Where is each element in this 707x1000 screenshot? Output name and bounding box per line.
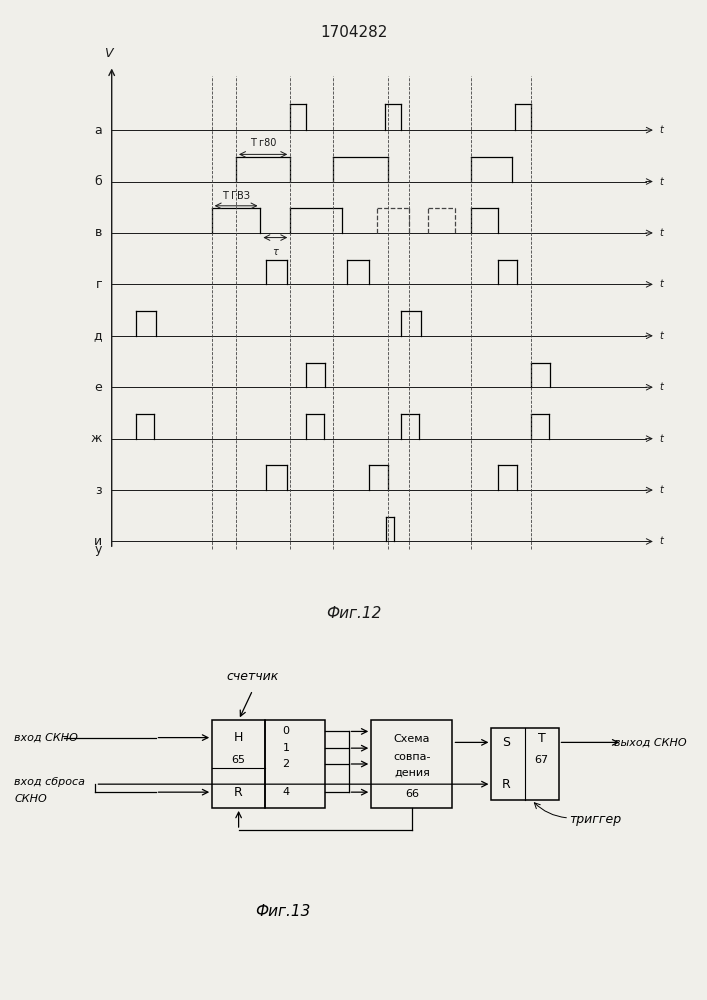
Text: t: t xyxy=(659,485,662,495)
Bar xyxy=(491,728,559,800)
Bar xyxy=(371,720,452,808)
Text: в: в xyxy=(95,226,103,239)
Text: t: t xyxy=(659,434,662,444)
Text: и: и xyxy=(94,535,103,548)
Text: R: R xyxy=(234,786,243,799)
Text: Фиг.13: Фиг.13 xyxy=(255,904,310,920)
Text: вход сброса: вход сброса xyxy=(14,777,85,787)
Text: СКНО: СКНО xyxy=(14,794,47,804)
Text: 1: 1 xyxy=(283,743,290,753)
Text: V: V xyxy=(104,47,113,60)
Text: Фиг.12: Фиг.12 xyxy=(326,606,381,621)
Text: 0: 0 xyxy=(283,726,290,736)
Text: t: t xyxy=(659,177,662,187)
Text: 66: 66 xyxy=(405,789,419,799)
Text: Т ГВЗ: Т ГВЗ xyxy=(222,191,250,201)
Text: 2: 2 xyxy=(283,759,290,769)
Text: б: б xyxy=(95,175,103,188)
Text: Т г80: Т г80 xyxy=(250,138,276,148)
Text: 4: 4 xyxy=(283,787,290,797)
Text: 67: 67 xyxy=(534,755,549,765)
Text: t: t xyxy=(659,228,662,238)
Text: t: t xyxy=(659,536,662,546)
Text: t: t xyxy=(659,279,662,289)
Text: t: t xyxy=(659,331,662,341)
Text: счетчик: счетчик xyxy=(227,670,279,682)
Text: з: з xyxy=(95,484,103,497)
Text: R: R xyxy=(502,778,510,791)
Text: вход СКНО: вход СКНО xyxy=(14,733,78,743)
Text: г: г xyxy=(95,278,103,291)
Bar xyxy=(265,720,325,808)
Text: а: а xyxy=(95,124,103,137)
Text: триггер: триггер xyxy=(569,814,621,826)
Text: дения: дения xyxy=(394,768,430,778)
Text: τ: τ xyxy=(272,247,279,257)
Text: совпа-: совпа- xyxy=(393,752,431,762)
Text: Схема: Схема xyxy=(394,734,430,744)
Text: T: T xyxy=(538,732,546,745)
Text: H: H xyxy=(234,731,243,744)
Text: е: е xyxy=(95,381,103,394)
Text: ж: ж xyxy=(90,432,103,445)
Text: выход СКНО: выход СКНО xyxy=(614,737,686,747)
Text: у: у xyxy=(95,543,103,556)
Text: д: д xyxy=(93,329,103,342)
Text: S: S xyxy=(502,736,510,749)
Bar xyxy=(212,720,265,808)
Text: 65: 65 xyxy=(232,755,245,765)
Text: 1704282: 1704282 xyxy=(320,25,387,40)
Text: t: t xyxy=(659,382,662,392)
Text: t: t xyxy=(659,125,662,135)
